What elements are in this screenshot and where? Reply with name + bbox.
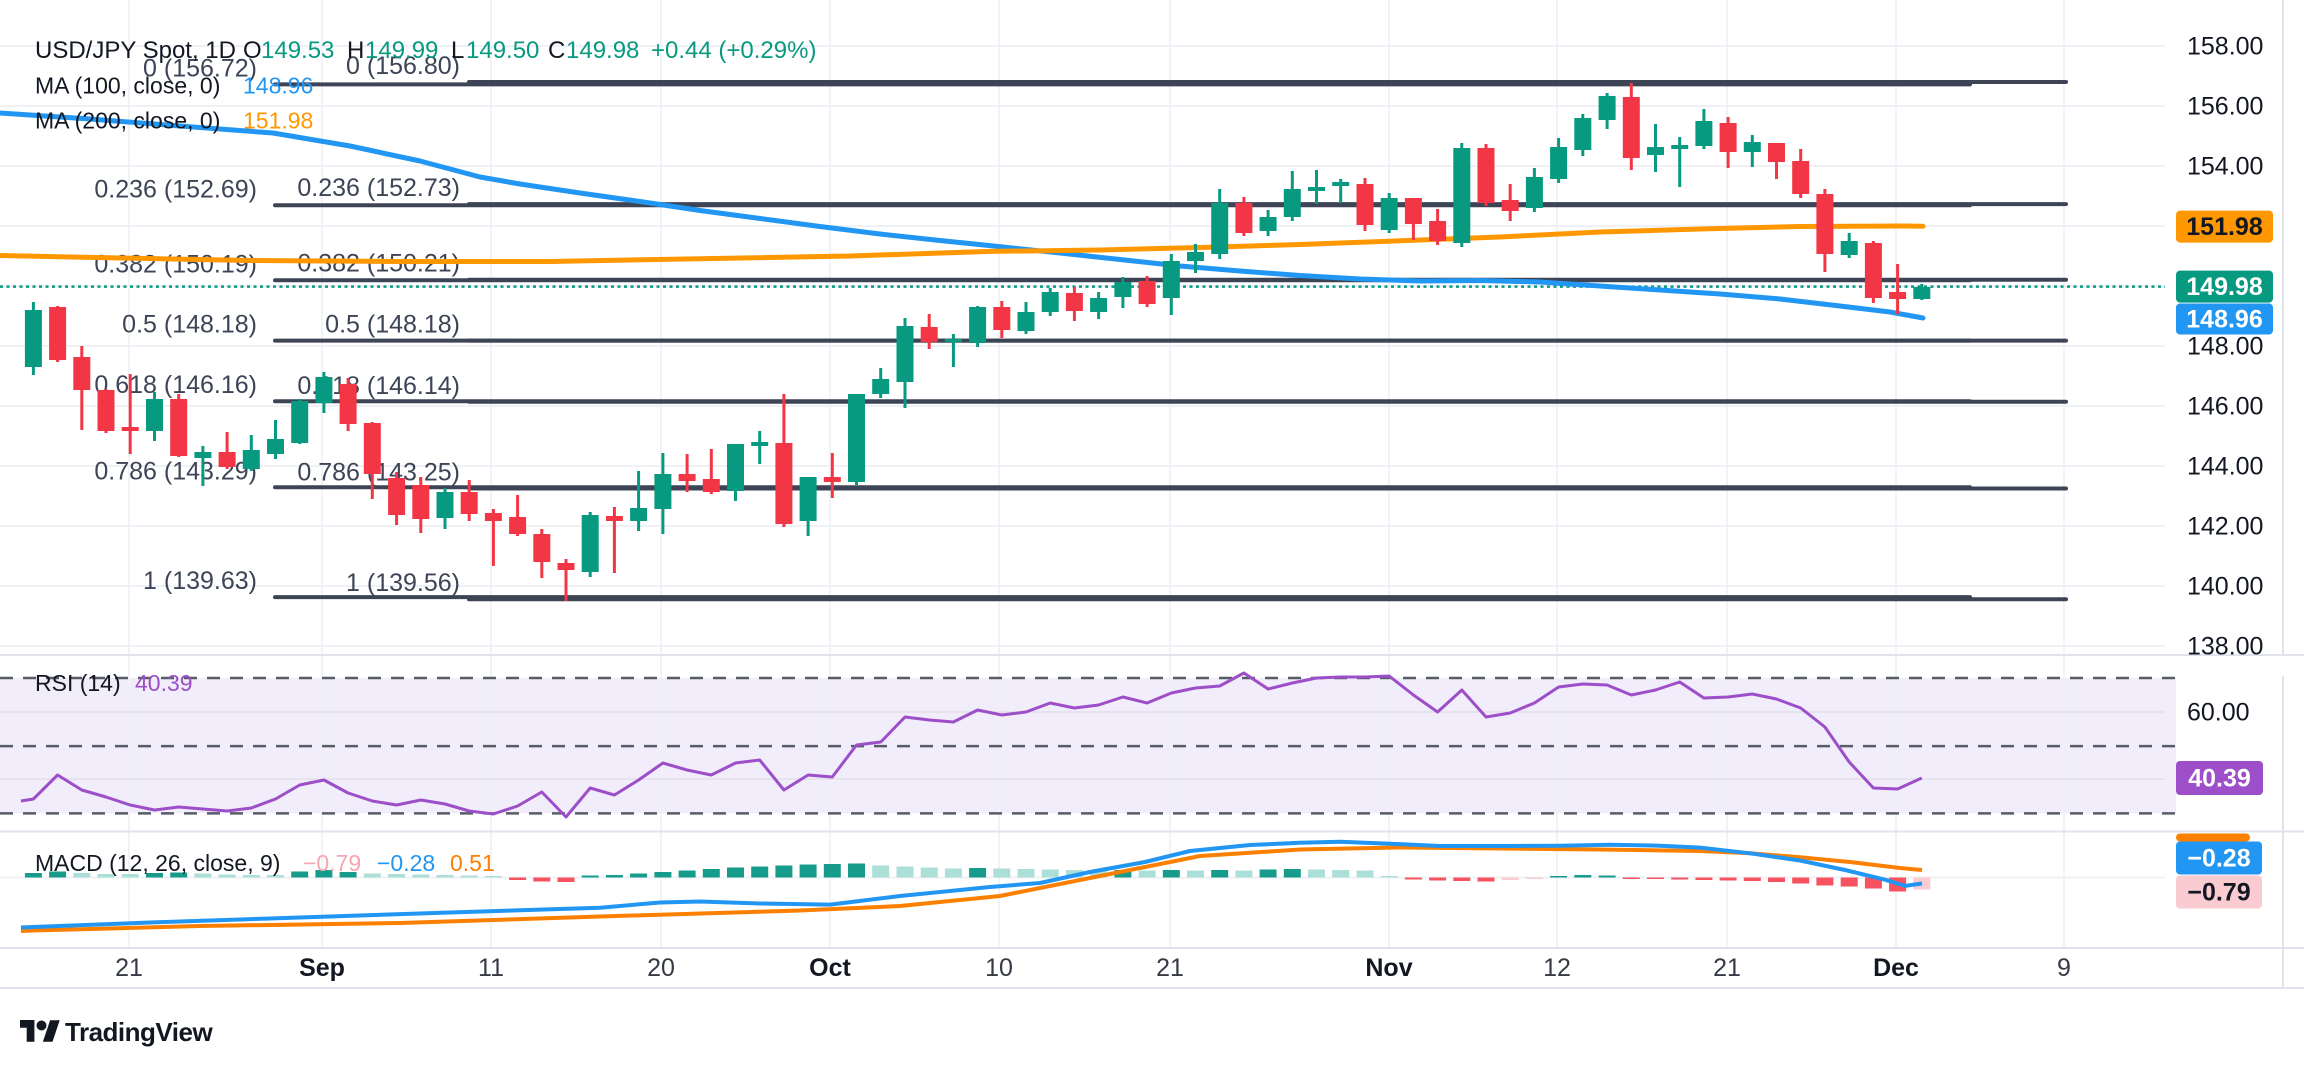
- svg-text:11: 11: [478, 954, 504, 982]
- svg-text:158.00: 158.00: [2187, 33, 2263, 61]
- svg-text:40.39: 40.39: [2188, 765, 2251, 793]
- svg-text:Dec: Dec: [1873, 954, 1919, 982]
- svg-text:−0.28: −0.28: [377, 850, 435, 876]
- svg-text:MA (200, close, 0): MA (200, close, 0): [35, 108, 220, 134]
- svg-text:0.5 (148.18): 0.5 (148.18): [122, 311, 257, 339]
- svg-text:149.99: 149.99: [365, 37, 438, 64]
- svg-text:40.39: 40.39: [135, 670, 193, 696]
- svg-text:21: 21: [1156, 954, 1184, 982]
- svg-text:0.382 (150.19): 0.382 (150.19): [94, 250, 257, 278]
- svg-text:0.5 (148.18): 0.5 (148.18): [325, 311, 460, 339]
- svg-text:149.98: 149.98: [2186, 273, 2263, 301]
- svg-text:L: L: [451, 37, 464, 64]
- svg-text:0.51: 0.51: [450, 850, 495, 876]
- svg-text:149.98: 149.98: [566, 37, 639, 64]
- svg-text:21: 21: [1713, 954, 1741, 982]
- svg-text:1 (139.63): 1 (139.63): [143, 567, 257, 595]
- svg-text:20: 20: [647, 954, 675, 982]
- svg-text:156.00: 156.00: [2187, 93, 2263, 121]
- svg-text:Oct: Oct: [809, 954, 851, 982]
- svg-text:149.50: 149.50: [466, 37, 539, 64]
- svg-text:148.96: 148.96: [243, 73, 313, 99]
- svg-text:−0.28: −0.28: [2187, 845, 2250, 873]
- svg-text:138.00: 138.00: [2187, 633, 2263, 661]
- svg-text:12: 12: [1543, 954, 1571, 982]
- svg-text:0.236 (152.69): 0.236 (152.69): [94, 175, 257, 203]
- svg-text:140.00: 140.00: [2187, 573, 2263, 601]
- svg-text:MACD (12, 26, close, 9): MACD (12, 26, close, 9): [35, 850, 280, 876]
- svg-text:RSI (14): RSI (14): [35, 670, 121, 696]
- svg-text:O: O: [243, 37, 262, 64]
- svg-text:148.00: 148.00: [2187, 333, 2263, 361]
- svg-text:60.00: 60.00: [2187, 698, 2250, 726]
- svg-text:0 (156.80): 0 (156.80): [346, 52, 460, 80]
- svg-text:144.00: 144.00: [2187, 453, 2263, 481]
- svg-text:142.00: 142.00: [2187, 513, 2263, 541]
- svg-text:0.236 (152.73): 0.236 (152.73): [297, 174, 460, 202]
- svg-text:C: C: [548, 37, 565, 64]
- svg-text:−0.79: −0.79: [2187, 879, 2250, 907]
- svg-text:9: 9: [2057, 954, 2071, 982]
- svg-text:1 (139.56): 1 (139.56): [346, 569, 460, 597]
- svg-text:148.96: 148.96: [2186, 306, 2262, 334]
- svg-text:−0.79: −0.79: [303, 850, 361, 876]
- svg-text:146.00: 146.00: [2187, 393, 2263, 421]
- svg-text:Nov: Nov: [1365, 954, 1412, 982]
- svg-text:151.98: 151.98: [243, 108, 313, 134]
- svg-text:0 (156.72): 0 (156.72): [143, 54, 257, 82]
- svg-text:TradingView: TradingView: [65, 1017, 213, 1047]
- svg-text:154.00: 154.00: [2187, 153, 2263, 181]
- svg-text:MA (100, close, 0): MA (100, close, 0): [35, 73, 220, 99]
- svg-text:+0.44 (+0.29%): +0.44 (+0.29%): [651, 37, 816, 64]
- svg-text:Sep: Sep: [299, 954, 345, 982]
- svg-text:USD/JPY Spot, 1D: USD/JPY Spot, 1D: [35, 37, 236, 64]
- svg-text:0.618 (146.16): 0.618 (146.16): [94, 371, 257, 399]
- svg-text:151.98: 151.98: [2186, 213, 2263, 241]
- svg-text:21: 21: [115, 954, 143, 982]
- svg-text:149.53: 149.53: [261, 37, 334, 64]
- svg-text:H: H: [347, 37, 364, 64]
- svg-text:10: 10: [985, 954, 1013, 982]
